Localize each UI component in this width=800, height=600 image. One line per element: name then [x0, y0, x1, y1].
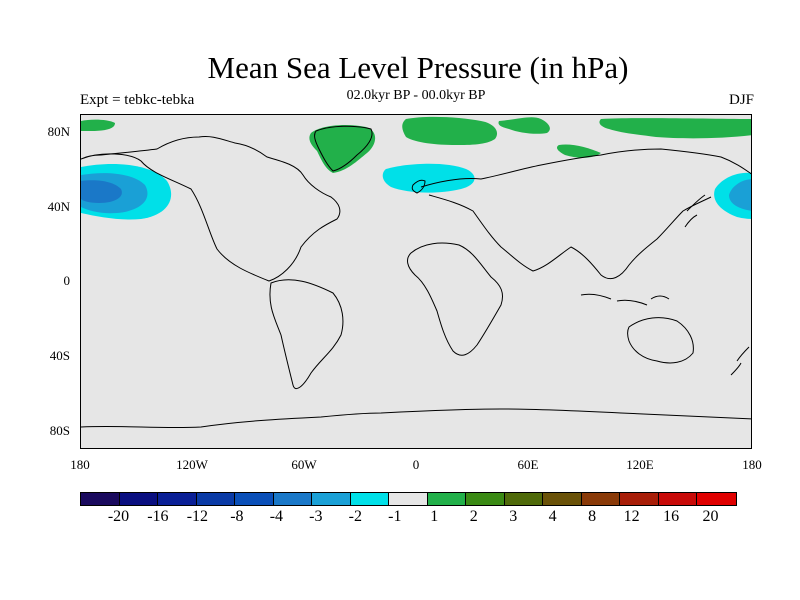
- colorbar-label: 4: [548, 508, 557, 525]
- colorbar-label: 8: [588, 508, 597, 525]
- colorbar-swatch: [543, 493, 582, 505]
- colorbar-swatch: [350, 493, 389, 505]
- colorbar: [80, 492, 737, 506]
- coastline-australia: [627, 317, 694, 364]
- anomaly-scandinavia: [402, 116, 498, 145]
- colorbar-label: -4: [269, 508, 284, 525]
- lon-label-180w: 180: [70, 457, 90, 472]
- anomaly-siberia: [599, 118, 751, 139]
- colorbar-swatch: [466, 493, 505, 505]
- coastline-antarctica: [81, 408, 751, 429]
- colorbar-swatch: [273, 493, 312, 505]
- lat-label-80s: 80S: [49, 423, 70, 438]
- lon-label-120e: 120E: [626, 457, 654, 472]
- colorbar-swatch: [81, 493, 120, 505]
- colorbar-label: 20: [702, 508, 719, 525]
- anomaly-arctic-center: [498, 117, 550, 134]
- lat-label-40n: 40N: [47, 199, 70, 214]
- colorbar-label: 12: [623, 508, 640, 525]
- colorbar-swatch: [581, 493, 620, 505]
- chart-subtitle: 02.0kyr BP - 00.0kyr BP: [346, 88, 486, 103]
- colorbar-label: 16: [663, 508, 680, 525]
- coastline-south-america: [269, 279, 344, 389]
- colorbar-label: 1: [430, 508, 439, 525]
- colorbar-label: 3: [509, 508, 518, 525]
- anomaly-arctic-west: [81, 119, 115, 131]
- colorbar-label: -20: [107, 508, 130, 525]
- coastline-new-zealand: [730, 346, 750, 376]
- lon-label-120w: 120W: [176, 457, 208, 472]
- lon-label-0: 0: [412, 457, 420, 472]
- experiment-label: Expt = tebkc-tebka: [80, 92, 195, 108]
- map-panel: [80, 114, 752, 449]
- colorbar-label: -3: [309, 508, 323, 525]
- colorbar-swatch: [119, 493, 158, 505]
- colorbar-swatch: [235, 493, 274, 505]
- colorbar-swatch: [196, 493, 235, 505]
- world-map: [81, 116, 751, 429]
- colorbar-swatch: [158, 493, 197, 505]
- colorbar-swatch: [620, 493, 659, 505]
- colorbar-label: -2: [348, 508, 362, 525]
- colorbar-swatch: [697, 493, 736, 505]
- lat-label-40s: 40S: [49, 348, 70, 363]
- lon-label-180e: 180: [742, 457, 762, 472]
- colorbar-label: 2: [469, 508, 478, 525]
- coastline-uk: [411, 179, 426, 194]
- colorbar-swatch: [312, 493, 351, 505]
- colorbar-label: -16: [147, 508, 169, 525]
- coastline-greenland: [314, 125, 373, 172]
- coastline-africa: [407, 242, 504, 356]
- colorbar-swatch: [658, 493, 697, 505]
- colorbar-label: -8: [230, 508, 244, 525]
- lon-label-60e: 60E: [517, 457, 539, 472]
- colorbar-label: -1: [388, 508, 402, 525]
- lon-label-60w: 60W: [291, 457, 317, 472]
- coastlines: [81, 125, 751, 429]
- colorbar-swatch: [427, 493, 466, 505]
- lat-label-0: 0: [63, 273, 71, 288]
- coastline-indonesia: [580, 293, 670, 306]
- anomaly-shading: [81, 116, 751, 220]
- colorbar-swatch: [389, 493, 428, 505]
- colorbar-label: -12: [186, 508, 209, 525]
- colorbar-swatch: [504, 493, 543, 505]
- coastline-north-america: [81, 136, 341, 282]
- anomaly-north-atlantic: [382, 163, 475, 193]
- coastline-japan: [684, 194, 706, 228]
- season-label: DJF: [728, 92, 754, 108]
- lat-label-80n: 80N: [47, 124, 70, 139]
- chart-title: Mean Sea Level Pressure (in hPa): [207, 50, 629, 85]
- coastline-eurasia: [420, 148, 751, 280]
